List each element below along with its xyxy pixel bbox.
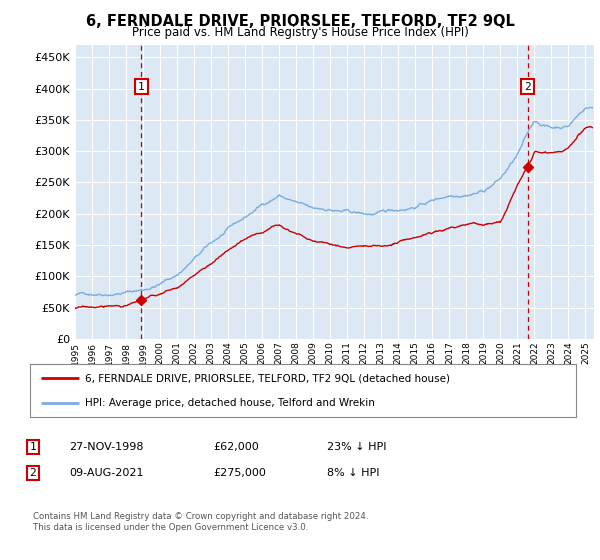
Text: HPI: Average price, detached house, Telford and Wrekin: HPI: Average price, detached house, Telf… (85, 398, 374, 408)
Text: £62,000: £62,000 (213, 442, 259, 452)
Text: 6, FERNDALE DRIVE, PRIORSLEE, TELFORD, TF2 9QL (detached house): 6, FERNDALE DRIVE, PRIORSLEE, TELFORD, T… (85, 374, 449, 384)
Text: 1: 1 (29, 442, 37, 452)
Text: 2: 2 (29, 468, 37, 478)
Text: Contains HM Land Registry data © Crown copyright and database right 2024.
This d: Contains HM Land Registry data © Crown c… (33, 512, 368, 532)
Text: Price paid vs. HM Land Registry's House Price Index (HPI): Price paid vs. HM Land Registry's House … (131, 26, 469, 39)
Text: 2: 2 (524, 82, 531, 92)
Text: 09-AUG-2021: 09-AUG-2021 (69, 468, 143, 478)
Text: 8% ↓ HPI: 8% ↓ HPI (327, 468, 380, 478)
Text: 27-NOV-1998: 27-NOV-1998 (69, 442, 143, 452)
Text: 23% ↓ HPI: 23% ↓ HPI (327, 442, 386, 452)
Text: 6, FERNDALE DRIVE, PRIORSLEE, TELFORD, TF2 9QL: 6, FERNDALE DRIVE, PRIORSLEE, TELFORD, T… (86, 14, 514, 29)
Text: 1: 1 (138, 82, 145, 92)
Text: £275,000: £275,000 (213, 468, 266, 478)
